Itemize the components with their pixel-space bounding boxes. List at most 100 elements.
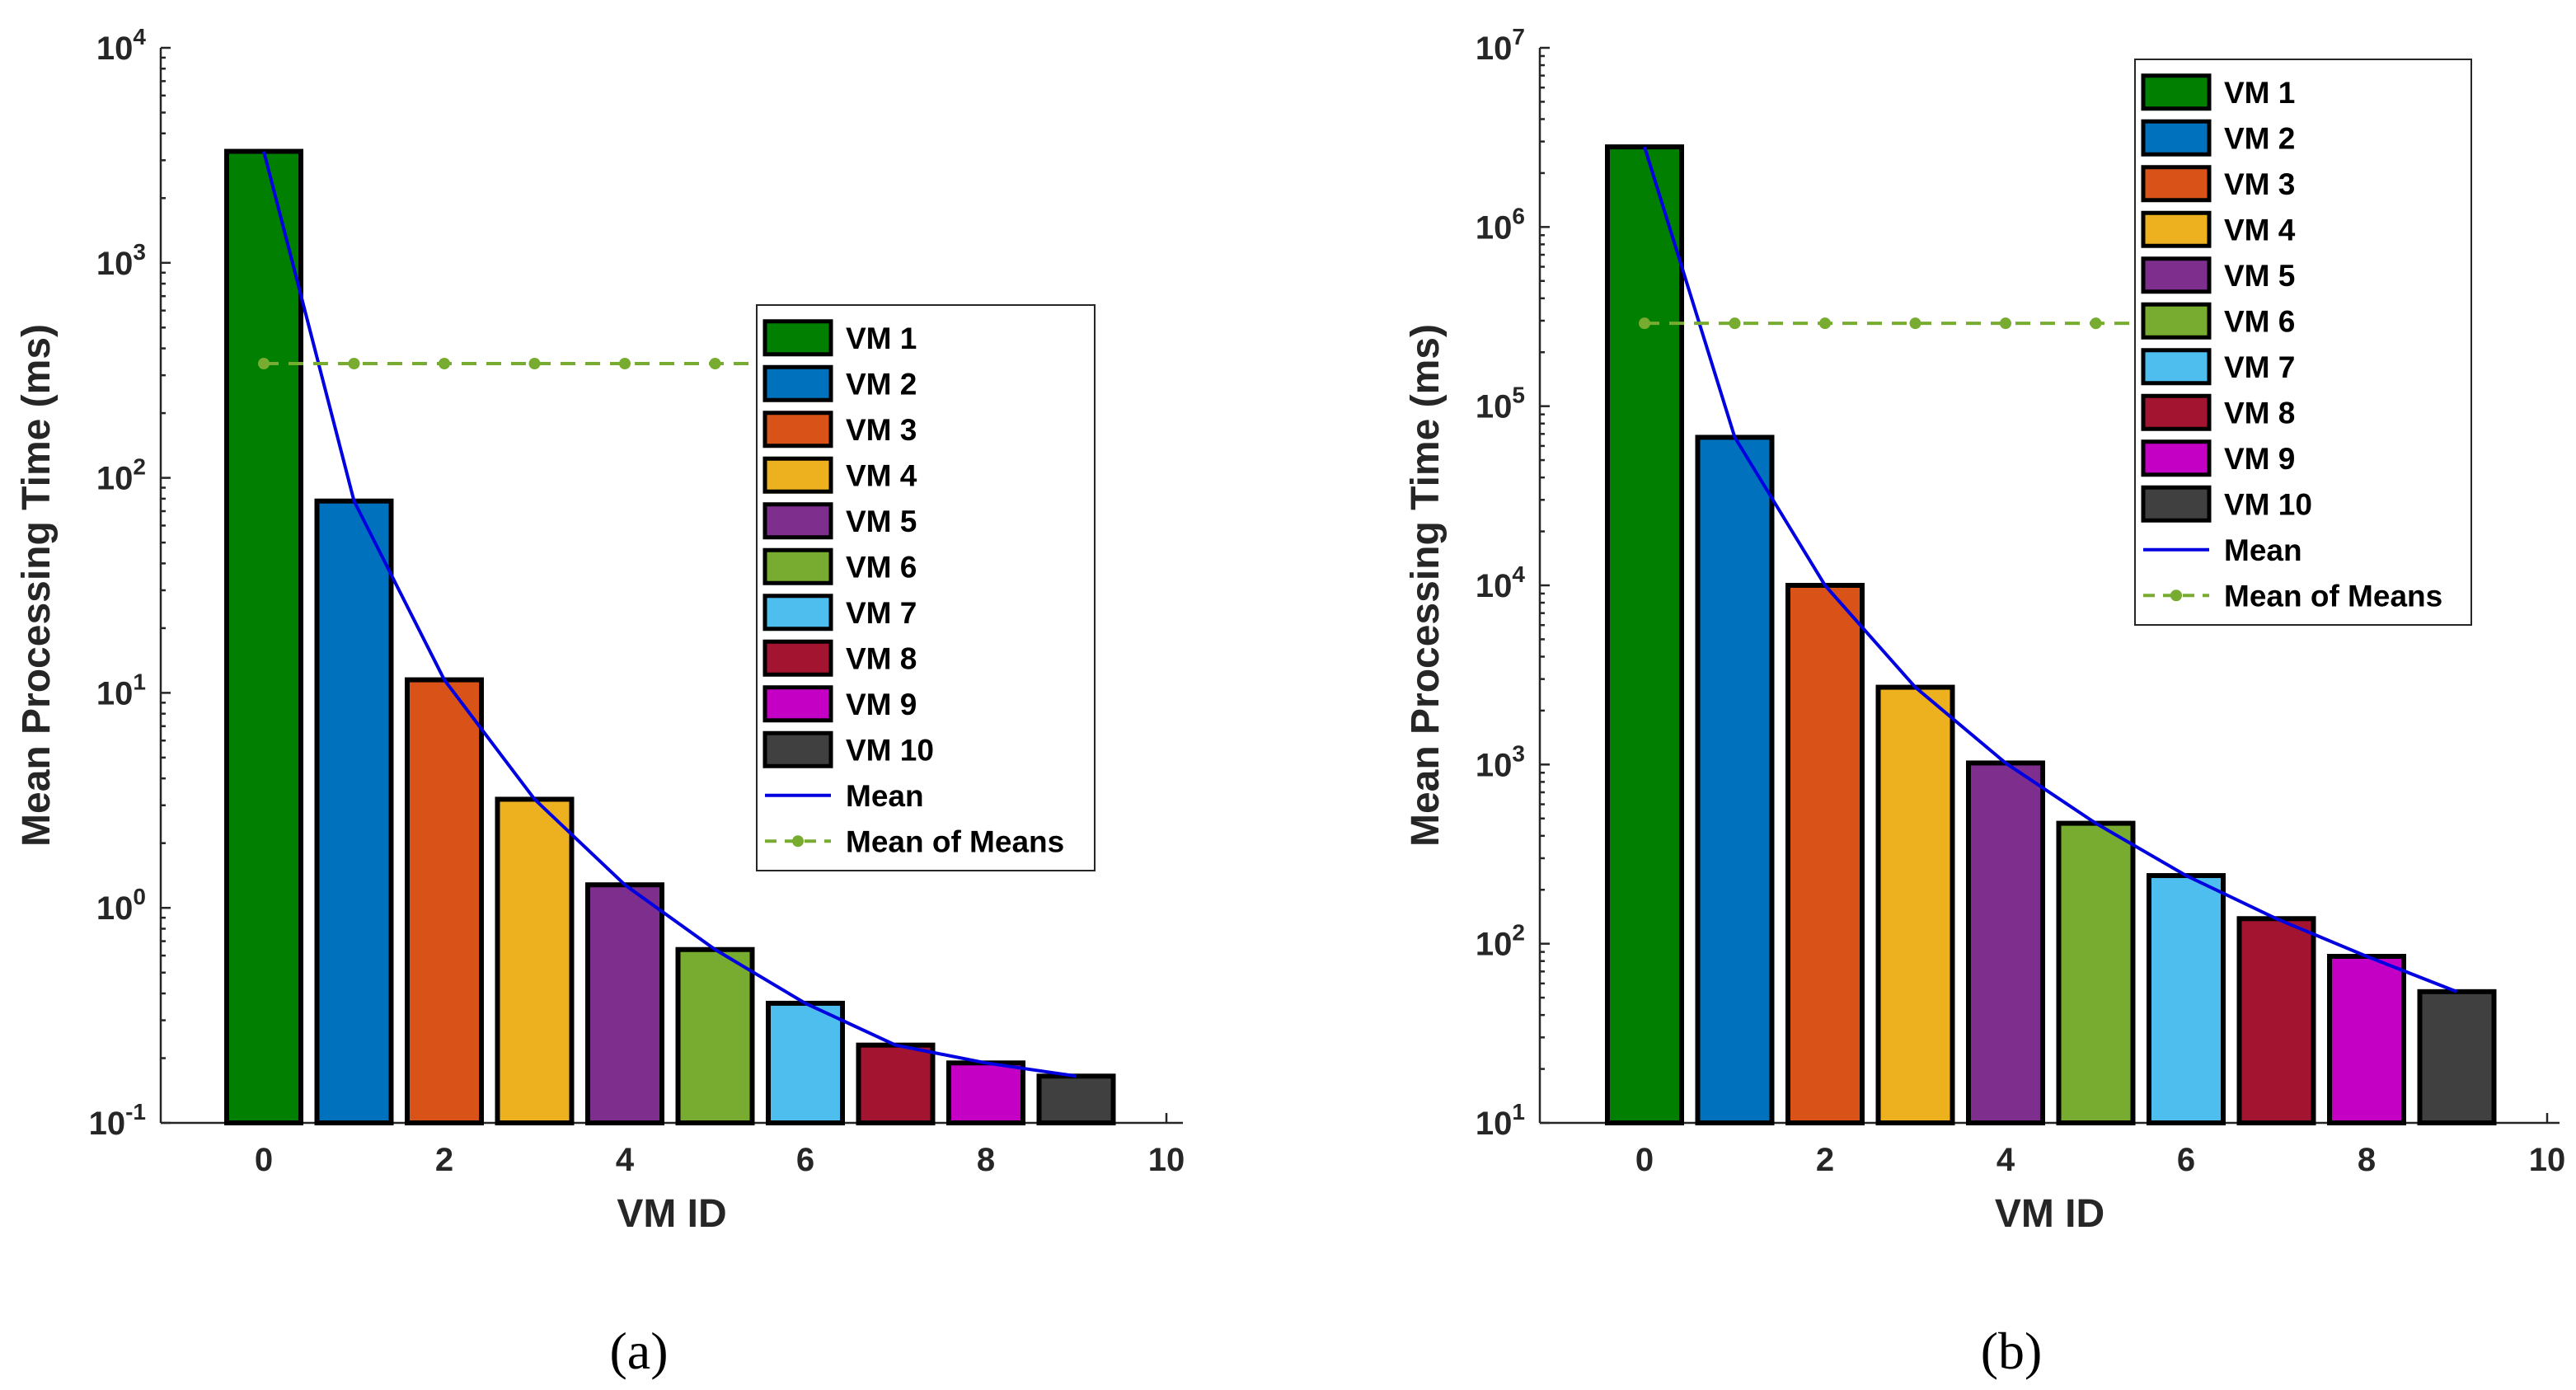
panel-b-legend-label: VM 2 <box>2224 121 2295 155</box>
panel-b-mean-of-means-marker <box>1639 317 1650 330</box>
panel-b-y-axis-label: Mean Processing Time (ms) <box>1404 324 1448 847</box>
panel-a-legend-label: Mean <box>846 779 924 813</box>
panel-b-bar-vm-9 <box>2327 954 2406 1126</box>
panel-a-y-tick-label: 103 <box>96 239 146 282</box>
panel-a-legend-swatch-vm-10 <box>762 730 833 768</box>
panel-b-x-tick-label: 8 <box>2358 1142 2376 1178</box>
panel-b-y-tick-label: 107 <box>1476 24 1525 67</box>
panel-a-x-axis-label: VM ID <box>617 1192 726 1236</box>
panel-b-legend-swatch-vm-4 <box>2141 210 2212 248</box>
panel-a-legend-label: VM 8 <box>846 641 917 675</box>
panel-b-mean-of-means-marker <box>2000 317 2011 330</box>
panel-b-x-axis-label: VM ID <box>1995 1192 2104 1236</box>
panel-a-caption: (a) <box>609 1322 668 1380</box>
panel-a-legend-label: VM 4 <box>846 458 917 492</box>
panel-b-legend-swatch-vm-10 <box>2141 485 2212 523</box>
panel-a-mean-of-means-marker <box>619 357 631 369</box>
panel-b-mean-of-means-marker <box>1819 317 1831 330</box>
panel-a-legend-label: VM 2 <box>846 367 917 401</box>
panel-b-mean-line <box>1643 146 2458 993</box>
panel-b-y-tick-label: 103 <box>1476 740 1525 783</box>
panel-b-x-tick-label: 4 <box>1997 1142 2015 1178</box>
panel-a-legend: VM 1 VM 2 VM 3 VM 4 VM 5 VM 6 VM 7 VM 8 VM 9 VM 1… <box>756 304 1096 871</box>
panel-b-caption: (b) <box>1981 1322 2043 1380</box>
panel-a-x-tick-label: 4 <box>616 1142 635 1178</box>
panel-a-legend-marker-mean-of-means <box>792 835 804 848</box>
panel-a-legend-label: VM 5 <box>846 505 917 538</box>
panel-b-legend-marker-mean-of-means <box>2170 589 2182 602</box>
panel-a-bar-vm-9 <box>946 1060 1025 1125</box>
panel-b-mean-of-means-marker <box>2090 317 2102 330</box>
panel-a: 10-1 100 101 102 103 104 0 2 4 6 8 10 VM ID Mean Proc… <box>15 24 1185 1380</box>
panel-a-x-tick-label: 6 <box>796 1142 814 1178</box>
panel-a-y-tick-label: 102 <box>96 454 146 497</box>
panel-b-y-tick-label: 102 <box>1476 920 1525 963</box>
panel-a-legend-swatch-vm-5 <box>762 502 833 540</box>
panel-a-legend-swatch-vm-7 <box>762 594 833 632</box>
panel-a-x-tick-label: 10 <box>1148 1142 1185 1178</box>
panel-b-bar-vm-1 <box>1605 144 1684 1125</box>
panel-a-legend-swatch-vm-2 <box>762 364 833 402</box>
panel-b-y-tick-label: 105 <box>1476 383 1525 425</box>
panel-a-bar-vm-3 <box>405 677 484 1125</box>
panel-b-legend-swatch-vm-6 <box>2141 302 2212 340</box>
panel-b-y-tick-label: 104 <box>1476 561 1526 604</box>
panel-b: 101 102 103 104 105 106 107 0 2 4 6 8 10 VM ID Mean Pr… <box>1404 24 2565 1380</box>
panel-a-bar-vm-4 <box>495 796 575 1126</box>
panel-a-legend-label: VM 10 <box>846 733 934 767</box>
panel-b-bar-vm-3 <box>1785 583 1865 1125</box>
panel-b-x-tick-label: 2 <box>1816 1142 1834 1178</box>
panel-b-bar-vm-5 <box>1966 760 2045 1125</box>
panel-a-legend-label: VM 9 <box>846 688 917 721</box>
panel-b-y-tick-label: 106 <box>1476 203 1525 246</box>
panel-b-legend-swatch-vm-1 <box>2141 73 2212 111</box>
panel-b-legend-swatch-vm-5 <box>2141 256 2212 294</box>
panel-b-x-tick-label: 0 <box>1635 1142 1654 1178</box>
panel-b-legend-label: VM 5 <box>2224 259 2295 293</box>
panel-a-y-tick-label: 10-1 <box>89 1099 146 1142</box>
panel-b-legend-label: VM 8 <box>2224 396 2295 430</box>
panel-b-y-tick-label: 101 <box>1476 1099 1525 1142</box>
panel-a-mean-of-means-marker <box>528 357 541 369</box>
panel-a-mean-of-means-marker <box>439 357 450 369</box>
panel-b-legend-swatch-vm-8 <box>2141 393 2212 431</box>
panel-b-mean-of-means-marker <box>1909 317 1921 330</box>
panel-a-legend-swatch-vm-4 <box>762 456 833 494</box>
panel-a-bar-vm-6 <box>675 946 755 1126</box>
panel-a-mean-of-means-marker <box>709 357 721 369</box>
panel-b-legend: VM 1 VM 2 VM 3 VM 4 VM 5 VM 6 VM 7 VM 8 VM 9 VM 1… <box>2134 59 2472 626</box>
panel-b-legend-label: VM 7 <box>2224 350 2295 384</box>
panel-b-mean-of-means-marker <box>1729 317 1741 330</box>
panel-b-bar-vm-2 <box>1695 434 1775 1125</box>
panel-a-legend-label: Mean of Means <box>846 824 1064 858</box>
panel-a-legend-swatch-vm-9 <box>762 685 833 723</box>
panel-a-legend-label: VM 7 <box>846 596 917 630</box>
panel-b-bar-vm-8 <box>2236 916 2316 1125</box>
panel-b-legend-label: VM 1 <box>2224 76 2295 110</box>
panel-a-y-axis-label: Mean Processing Time (ms) <box>15 324 59 847</box>
panel-a-y-tick-label: 100 <box>96 884 146 927</box>
panel-b-legend-swatch-vm-3 <box>2141 165 2212 203</box>
panel-a-legend-label: VM 6 <box>846 550 917 584</box>
panel-a-x-tick-label: 8 <box>977 1142 995 1178</box>
panel-b-bar-vm-4 <box>1875 684 1955 1125</box>
panel-b-legend-label: VM 4 <box>2224 213 2296 247</box>
panel-a-legend-label: VM 1 <box>846 322 917 355</box>
panel-b-bar-vm-6 <box>2056 820 2136 1125</box>
panel-a-bar-vm-2 <box>314 498 394 1125</box>
panel-a-y-tick-label: 101 <box>96 669 146 711</box>
panel-b-legend-label: VM 3 <box>2224 167 2295 201</box>
panel-b-x-tick-label: 10 <box>2529 1142 2566 1178</box>
panel-b-legend-swatch-vm-7 <box>2141 348 2212 386</box>
panel-b-legend-label: VM 9 <box>2224 442 2295 476</box>
panel-b-legend-label: VM 10 <box>2224 487 2312 521</box>
panel-b-legend-label: Mean of Means <box>2224 579 2442 613</box>
panel-b-legend-swatch-vm-9 <box>2141 439 2212 477</box>
panel-b-bar-vm-7 <box>2147 873 2226 1125</box>
panel-a-legend-swatch-vm-1 <box>762 319 833 357</box>
panel-a-bar-vm-10 <box>1036 1073 1116 1125</box>
panel-b-bar-vm-10 <box>2417 988 2497 1125</box>
panel-a-legend-swatch-vm-3 <box>762 411 833 448</box>
panel-a-mean-of-means-marker <box>258 357 270 369</box>
